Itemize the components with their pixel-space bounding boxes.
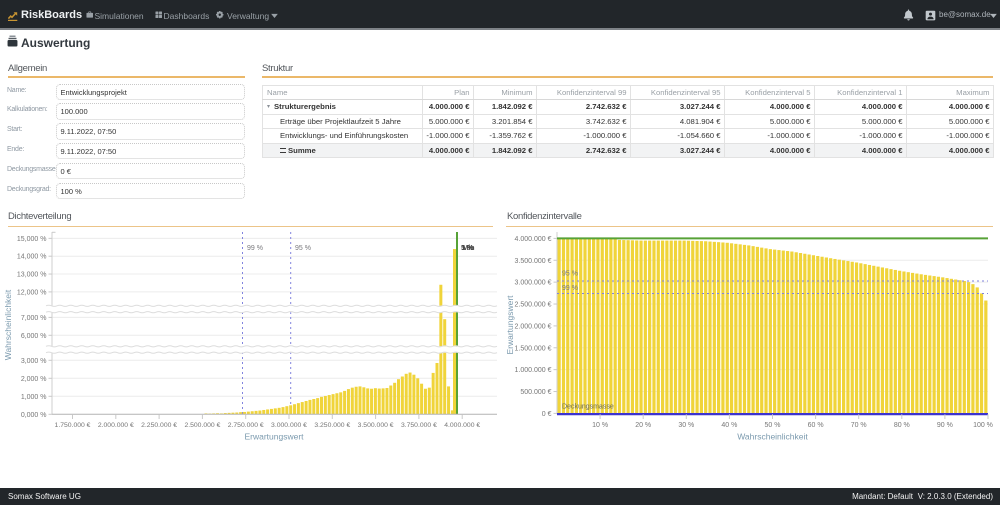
svg-text:Min: Min (463, 245, 475, 252)
svg-text:3.000.000 €: 3.000.000 € (515, 280, 552, 287)
svg-text:99 %: 99 % (562, 285, 578, 292)
svg-text:10 %: 10 % (592, 422, 608, 429)
svg-text:5 %: 5 % (461, 245, 474, 252)
svg-text:3.000.000 €: 3.000.000 € (271, 422, 307, 429)
svg-text:1.000.000 €: 1.000.000 € (515, 367, 552, 374)
svg-text:500.000 €: 500.000 € (520, 389, 551, 396)
svg-text:3.500.000 €: 3.500.000 € (515, 258, 552, 265)
svg-text:2.000.000 €: 2.000.000 € (98, 422, 134, 429)
svg-text:60 %: 60 % (808, 422, 824, 429)
svg-text:0 €: 0 € (542, 411, 552, 418)
svg-text:2.250.000 €: 2.250.000 € (141, 422, 177, 429)
svg-text:4.000.000 €: 4.000.000 € (515, 236, 552, 243)
svg-text:3,000 %: 3,000 % (21, 358, 47, 365)
svg-text:3.500.000 €: 3.500.000 € (358, 422, 394, 429)
svg-text:12,000 %: 12,000 % (17, 289, 47, 296)
svg-text:1.500.000 €: 1.500.000 € (515, 345, 552, 352)
svg-text:2.000.000 €: 2.000.000 € (515, 323, 552, 330)
svg-text:4.000.000 €: 4.000.000 € (444, 422, 480, 429)
svg-text:2,000 %: 2,000 % (21, 376, 47, 383)
svg-text:30 %: 30 % (678, 422, 694, 429)
svg-text:95 %: 95 % (562, 271, 578, 278)
svg-text:Erwartungswert: Erwartungswert (244, 432, 304, 442)
svg-text:15,000 %: 15,000 % (17, 236, 47, 243)
svg-text:7,000 %: 7,000 % (21, 315, 47, 322)
svg-text:2.500.000 €: 2.500.000 € (184, 422, 220, 429)
svg-text:1,000 %: 1,000 % (21, 394, 47, 401)
svg-text:3.750.000 €: 3.750.000 € (401, 422, 437, 429)
svg-text:70 %: 70 % (851, 422, 867, 429)
svg-text:1.750.000 €: 1.750.000 € (55, 422, 91, 429)
svg-text:100 %: 100 % (973, 422, 993, 429)
svg-text:3.250.000 €: 3.250.000 € (314, 422, 350, 429)
svg-text:2.750.000 €: 2.750.000 € (228, 422, 264, 429)
svg-text:Deckungsmasse: Deckungsmasse (562, 404, 614, 411)
svg-text:2.500.000 €: 2.500.000 € (515, 302, 552, 309)
svg-text:20 %: 20 % (635, 422, 651, 429)
svg-text:1 %: 1 % (462, 245, 475, 252)
svg-text:40 %: 40 % (721, 422, 737, 429)
svg-text:Erwartungswert: Erwartungswert (505, 295, 515, 355)
svg-text:6,000 %: 6,000 % (21, 333, 47, 340)
svg-text:13,000 %: 13,000 % (17, 272, 47, 279)
svg-text:90 %: 90 % (937, 422, 953, 429)
svg-text:0,000 %: 0,000 % (21, 412, 47, 419)
svg-text:14,000 %: 14,000 % (17, 254, 47, 261)
svg-text:95 %: 95 % (295, 245, 311, 252)
svg-text:50 %: 50 % (765, 422, 781, 429)
svg-text:80 %: 80 % (894, 422, 910, 429)
svg-text:Wahrscheinlichkeit: Wahrscheinlichkeit (3, 289, 13, 360)
svg-text:Wahrscheinlichkeit: Wahrscheinlichkeit (737, 432, 808, 442)
svg-text:99 %: 99 % (247, 245, 263, 252)
